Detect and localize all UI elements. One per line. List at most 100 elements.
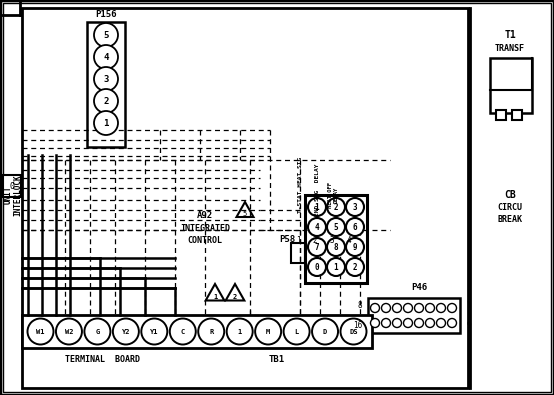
- Circle shape: [308, 258, 326, 276]
- Text: W2: W2: [65, 329, 73, 335]
- Circle shape: [312, 318, 338, 344]
- Circle shape: [94, 67, 118, 91]
- Text: CIRCU: CIRCU: [497, 203, 522, 211]
- Text: G: G: [95, 329, 100, 335]
- Text: D: D: [323, 329, 327, 335]
- Circle shape: [371, 303, 379, 312]
- Text: 9: 9: [353, 243, 357, 252]
- Circle shape: [448, 303, 456, 312]
- Text: 1: 1: [334, 263, 338, 271]
- Text: 1: 1: [213, 294, 217, 300]
- Bar: [512, 110, 522, 120]
- Circle shape: [425, 318, 434, 327]
- Text: 16: 16: [353, 320, 362, 329]
- Circle shape: [403, 318, 413, 327]
- Circle shape: [448, 318, 456, 327]
- Text: CB: CB: [504, 190, 516, 200]
- Circle shape: [28, 318, 54, 344]
- Text: 8: 8: [357, 301, 362, 310]
- Text: 3: 3: [353, 203, 357, 211]
- Bar: [305, 195, 367, 283]
- Text: 2: 2: [312, 235, 317, 245]
- Text: INTEGRATED: INTEGRATED: [180, 224, 230, 233]
- Circle shape: [284, 318, 310, 344]
- Text: BREAK: BREAK: [497, 214, 522, 224]
- Text: HEAT OFF
DELAY: HEAT OFF DELAY: [327, 182, 338, 208]
- Circle shape: [382, 318, 391, 327]
- Circle shape: [94, 23, 118, 47]
- Circle shape: [56, 318, 82, 344]
- Text: 1: 1: [466, 301, 471, 310]
- Bar: [87, 22, 125, 147]
- Circle shape: [341, 318, 367, 344]
- Circle shape: [392, 318, 402, 327]
- Circle shape: [84, 318, 110, 344]
- Circle shape: [437, 303, 445, 312]
- Bar: [3, 175, 21, 197]
- Text: DS: DS: [349, 329, 358, 335]
- Text: P46: P46: [411, 284, 427, 293]
- Circle shape: [308, 238, 326, 256]
- Text: P58: P58: [279, 235, 295, 243]
- Circle shape: [346, 218, 364, 236]
- Text: 4: 4: [315, 222, 319, 231]
- Text: 3: 3: [103, 75, 109, 83]
- Text: T-STAT HEAT STG: T-STAT HEAT STG: [297, 157, 302, 213]
- Text: 4: 4: [347, 235, 351, 245]
- Text: Y2: Y2: [122, 329, 130, 335]
- Circle shape: [327, 218, 345, 236]
- Bar: [22, 315, 372, 348]
- Text: 3: 3: [330, 235, 334, 245]
- Circle shape: [94, 89, 118, 113]
- Text: A92: A92: [197, 211, 213, 220]
- Circle shape: [113, 318, 139, 344]
- Text: 5: 5: [103, 30, 109, 40]
- Text: 6: 6: [353, 222, 357, 231]
- Bar: [496, 110, 506, 120]
- Circle shape: [198, 318, 224, 344]
- Text: 1: 1: [296, 235, 300, 245]
- Circle shape: [346, 198, 364, 216]
- Text: 1: 1: [315, 203, 319, 211]
- Circle shape: [346, 258, 364, 276]
- Bar: [308, 243, 322, 263]
- Text: CONTROL: CONTROL: [187, 235, 223, 245]
- Bar: [490, 58, 532, 113]
- Text: 2ND STG  DELAY: 2ND STG DELAY: [315, 164, 320, 216]
- Circle shape: [227, 318, 253, 344]
- Text: P156: P156: [95, 9, 117, 19]
- Circle shape: [414, 303, 423, 312]
- Circle shape: [382, 303, 391, 312]
- Text: 0: 0: [9, 181, 14, 190]
- Circle shape: [94, 111, 118, 135]
- Circle shape: [327, 198, 345, 216]
- Circle shape: [255, 318, 281, 344]
- Circle shape: [94, 45, 118, 69]
- Circle shape: [308, 218, 326, 236]
- Circle shape: [308, 198, 326, 216]
- Circle shape: [392, 303, 402, 312]
- Text: 5: 5: [243, 211, 247, 217]
- Circle shape: [425, 303, 434, 312]
- Text: Y1: Y1: [150, 329, 158, 335]
- Text: R: R: [209, 329, 213, 335]
- Bar: [22, 8, 468, 388]
- Circle shape: [414, 318, 423, 327]
- Text: 4: 4: [103, 53, 109, 62]
- Circle shape: [170, 318, 196, 344]
- Bar: [368, 298, 460, 333]
- Text: 1: 1: [238, 329, 242, 335]
- Text: 2: 2: [353, 263, 357, 271]
- Bar: [325, 243, 339, 263]
- Text: UNIT
INTERLOCK: UNIT INTERLOCK: [3, 174, 23, 216]
- Bar: [291, 243, 305, 263]
- Text: TB1: TB1: [269, 356, 285, 365]
- Text: M: M: [266, 329, 270, 335]
- Text: 8: 8: [334, 243, 338, 252]
- Text: C: C: [181, 329, 185, 335]
- Text: 7: 7: [315, 243, 319, 252]
- Text: W1: W1: [36, 329, 45, 335]
- Circle shape: [403, 303, 413, 312]
- Text: T1: T1: [504, 30, 516, 40]
- Text: 0: 0: [315, 263, 319, 271]
